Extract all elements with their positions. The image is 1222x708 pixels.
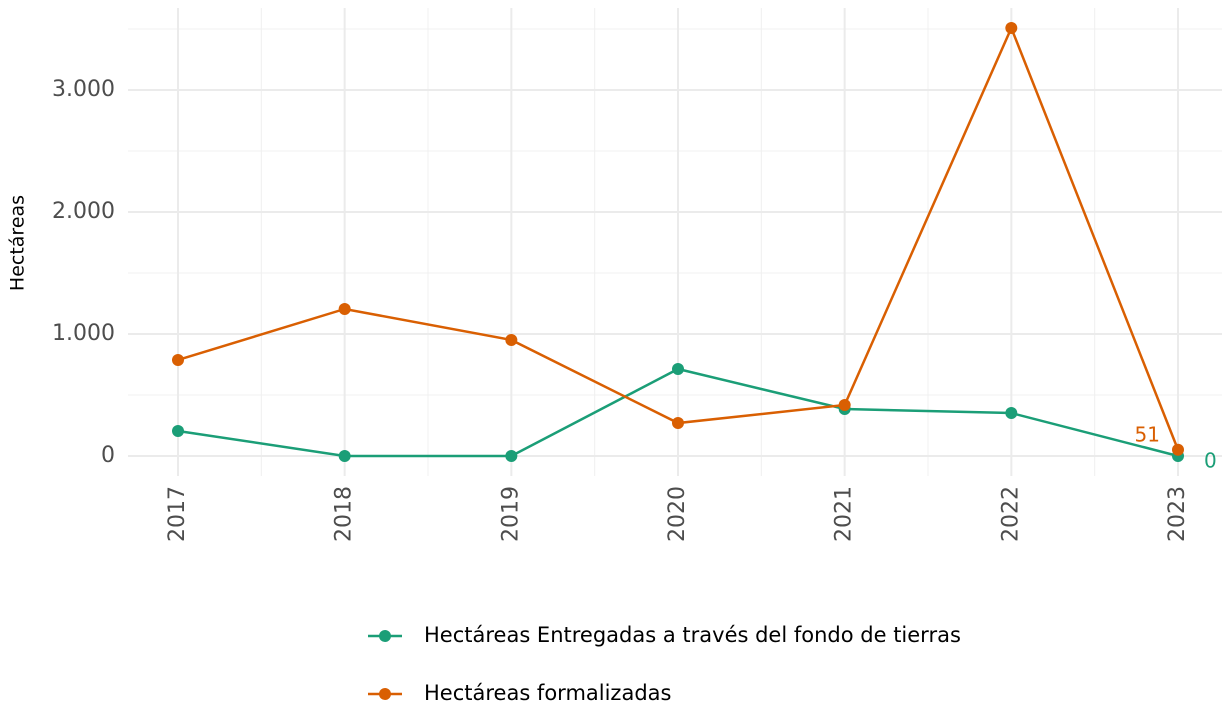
y-tick-label: 1.000: [52, 321, 115, 346]
legend-label: Hectáreas Entregadas a través del fondo …: [424, 623, 961, 647]
point: [505, 449, 518, 462]
point: [1005, 407, 1018, 420]
y-tick-label: 3.000: [52, 77, 115, 102]
legend-point: [379, 688, 391, 700]
point: [338, 302, 351, 315]
point: [672, 417, 684, 430]
x-tick-label: 2017: [165, 486, 190, 542]
y-axis-label: Hectáreas: [7, 195, 29, 291]
data-label: 0: [1204, 448, 1217, 472]
y-tick-label: 2.000: [52, 199, 115, 224]
x-tick-label: 2021: [832, 486, 857, 542]
x-tick-label: 2020: [665, 486, 690, 542]
point: [838, 398, 851, 411]
legend-point: [379, 630, 391, 642]
legend-label: Hectáreas formalizadas: [424, 681, 671, 705]
point: [1005, 22, 1018, 35]
point: [672, 363, 684, 376]
x-tick-label: 2019: [498, 486, 523, 542]
x-tick-label: 2018: [332, 486, 357, 542]
x-tick-label: 2023: [1165, 486, 1190, 542]
point: [1172, 443, 1184, 456]
y-tick-label: 0: [101, 443, 115, 468]
point: [172, 424, 184, 437]
data-label: 51: [1135, 422, 1160, 446]
point: [338, 449, 351, 462]
x-tick-label: 2022: [998, 486, 1023, 542]
point: [505, 333, 518, 346]
point: [172, 353, 184, 366]
